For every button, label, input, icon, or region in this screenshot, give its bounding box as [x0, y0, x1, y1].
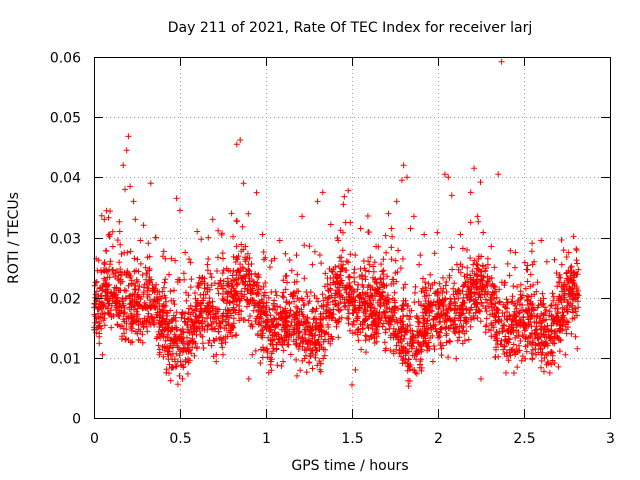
y-tick-label: 0.06 [50, 51, 81, 67]
x-tick-label: 3 [606, 431, 615, 447]
x-tick-label: 2.5 [513, 431, 535, 447]
y-tick-label: 0.04 [50, 171, 81, 187]
x-tick-label: 1 [262, 431, 271, 447]
data-point-markers [91, 58, 582, 390]
data-points [91, 58, 582, 390]
x-tick-label: 0 [90, 431, 99, 447]
y-tick-label: 0.02 [50, 292, 81, 308]
x-axis-label: GPS time / hours [291, 458, 408, 474]
y-axis-label: ROTI / TECUs [6, 192, 22, 284]
x-tick-label: 1.5 [341, 431, 363, 447]
y-tick-label: 0.03 [50, 232, 81, 248]
chart-title: Day 211 of 2021, Rate Of TEC Index for r… [168, 20, 533, 36]
plot-frame [94, 57, 611, 419]
y-tick-label: 0.05 [50, 111, 81, 127]
x-tick-label: 2 [434, 431, 443, 447]
y-tick-label: 0.01 [50, 352, 81, 368]
x-tick-labels: 0 0.5 1 1.5 2 2.5 3 [90, 431, 615, 447]
grid-lines [94, 57, 610, 418]
y-tick-label: 0 [72, 412, 81, 428]
x-tick-label: 0.5 [169, 431, 191, 447]
y-tick-labels: 0 0.01 0.02 0.03 0.04 0.05 0.06 [50, 51, 81, 428]
